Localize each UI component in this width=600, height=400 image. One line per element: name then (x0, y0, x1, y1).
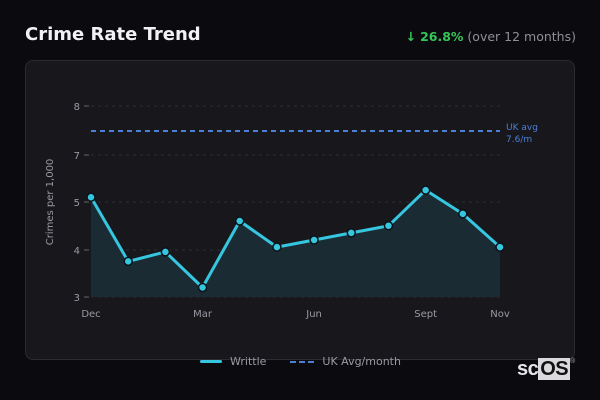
svg-text:4: 4 (74, 246, 80, 257)
svg-text:Mar: Mar (193, 309, 213, 320)
down-arrow-icon: ↓ (405, 29, 417, 44)
change-note: (over 12 months) (467, 29, 576, 44)
logo-text: sc (517, 358, 539, 380)
data-points (86, 185, 505, 293)
svg-text:8: 8 (74, 102, 80, 113)
legend-item-writtle[interactable]: Writtle (200, 355, 266, 368)
y-axis-label: Crimes per 1,000 (45, 159, 56, 246)
svg-text:Nov: Nov (490, 309, 510, 320)
legend-swatch-solid (200, 360, 222, 363)
logo-registered: ® (570, 358, 575, 365)
svg-text:Jun: Jun (305, 309, 322, 320)
logo-box: OS (538, 358, 571, 380)
uk-average-annotation: UK avg (506, 123, 538, 133)
legend-swatch-dashed (290, 360, 315, 363)
svg-text:Sept: Sept (414, 309, 437, 320)
svg-text:3: 3 (74, 293, 80, 304)
svg-text:7: 7 (74, 151, 80, 162)
series-line-writtle (89, 188, 501, 289)
legend-item-uk-avg[interactable]: UK Avg/month (290, 355, 401, 368)
chart-legend: Writtle UK Avg/month (200, 355, 401, 368)
y-axis: 8 7 5 4 3 (74, 102, 89, 304)
trend-change-summary: ↓ 26.8% (over 12 months) (406, 29, 576, 44)
legend-label: Writtle (230, 355, 267, 368)
svg-text:Dec: Dec (81, 309, 100, 320)
svg-text:5: 5 (74, 198, 80, 209)
uk-average-annotation-value: 7.6/m (506, 135, 532, 145)
x-axis: Dec Mar Jun Sept Nov (81, 309, 510, 320)
page-title: Crime Rate Trend (25, 24, 201, 45)
scos-logo: sc OS ® (517, 358, 575, 381)
legend-label: UK Avg/month (322, 355, 401, 368)
change-percent: 26.8% (420, 29, 464, 44)
chart-card (25, 60, 575, 360)
